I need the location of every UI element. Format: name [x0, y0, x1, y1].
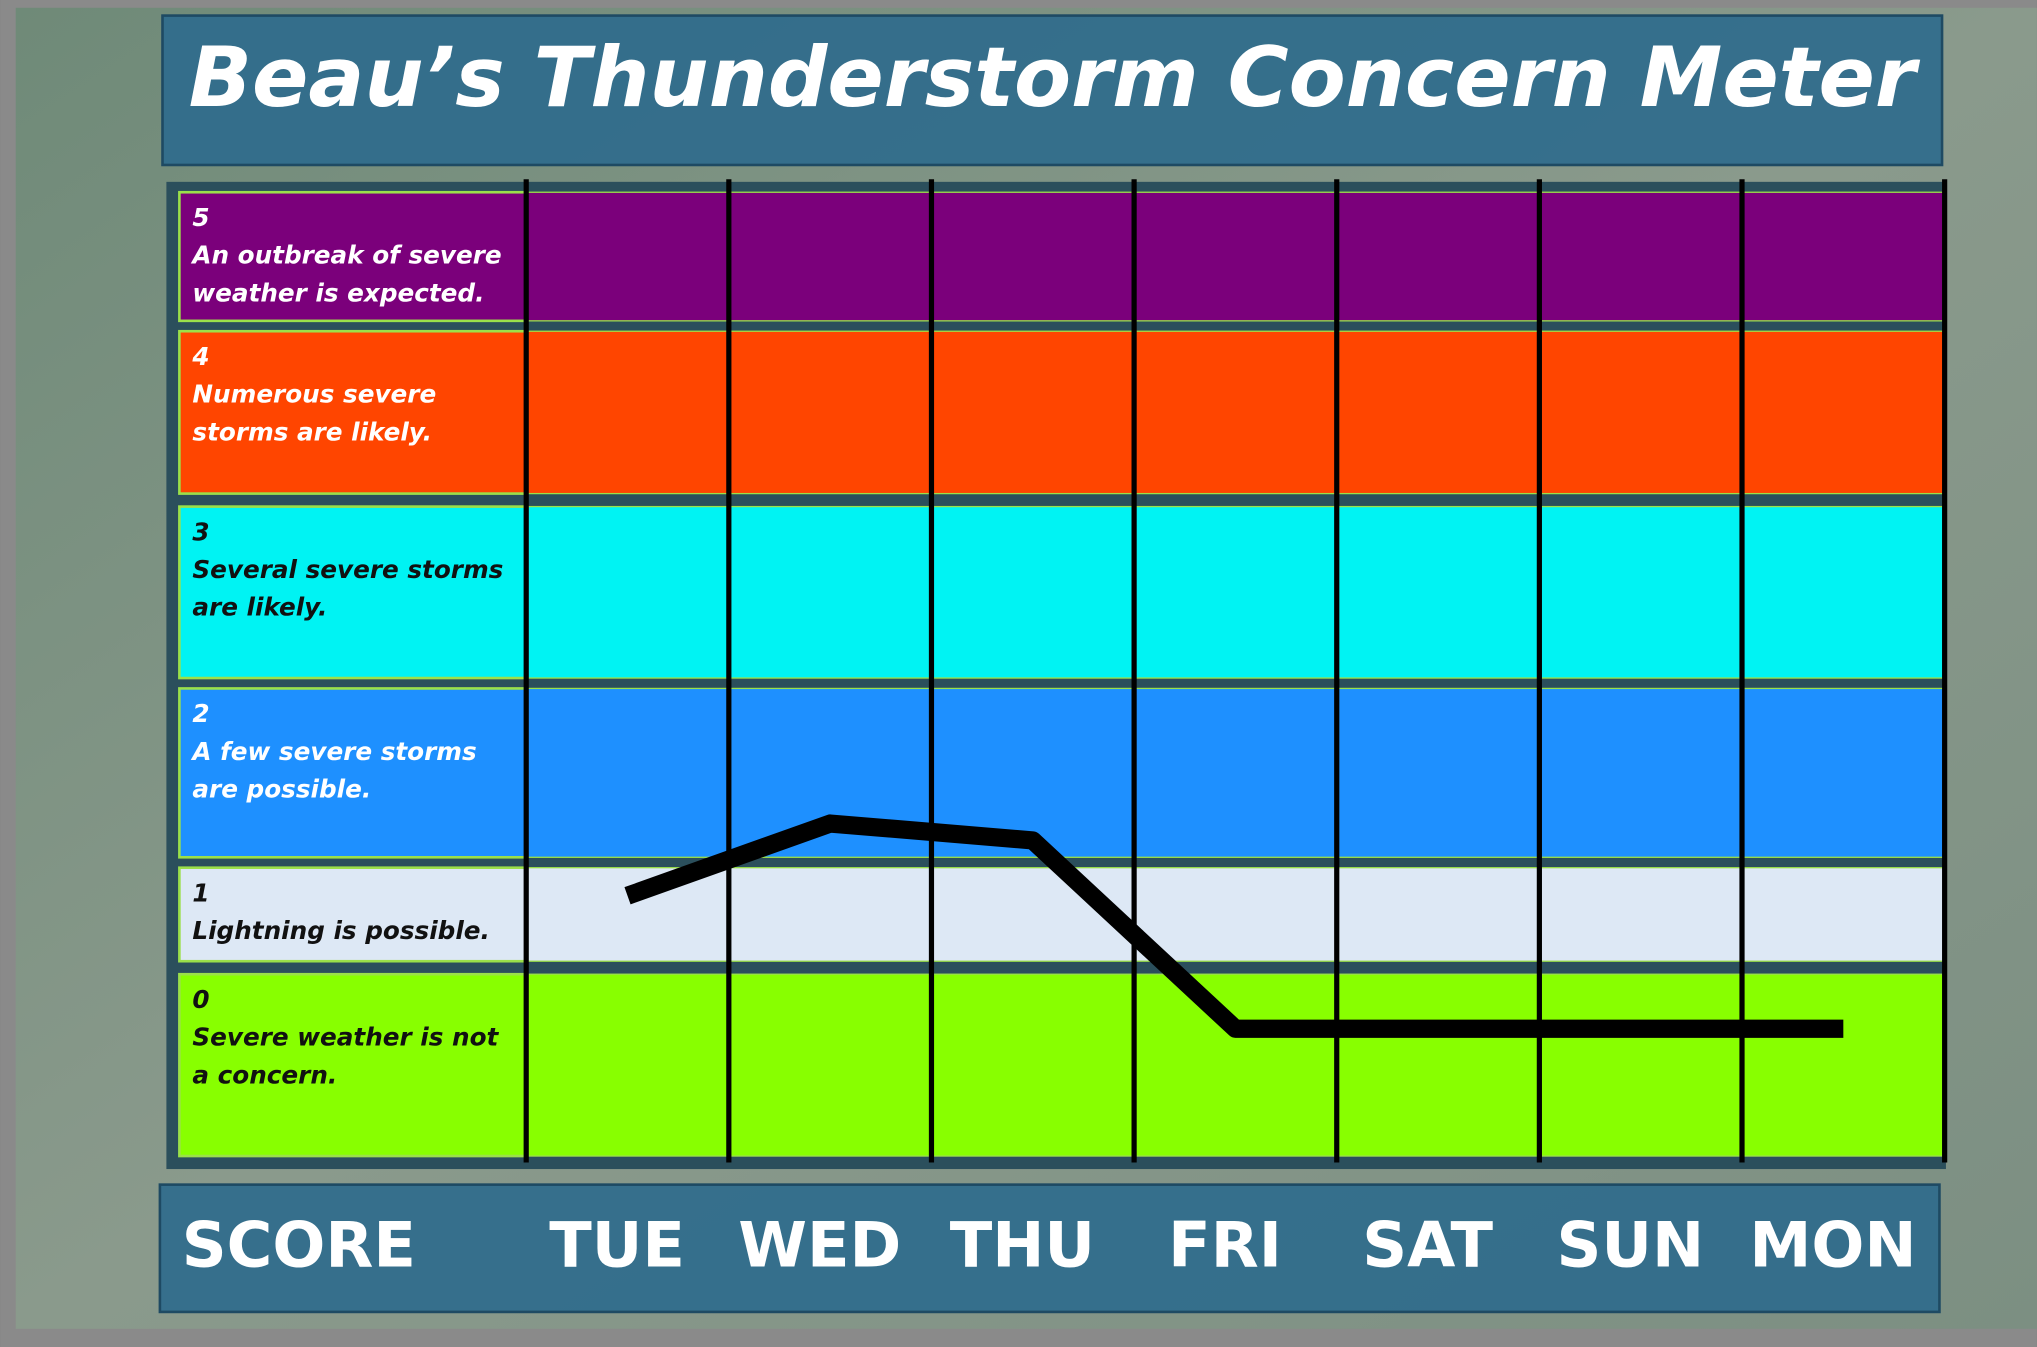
level-band — [525, 687, 1946, 858]
x-tick-label: WED — [738, 1209, 901, 1282]
level-band — [525, 330, 1946, 495]
level-label-box — [178, 972, 528, 1158]
level-text: 4 Numerous severe storms are likely. — [179, 331, 526, 460]
level-description: A few severe storms are possible. — [192, 737, 477, 805]
level-label: 3 Several severe storms are likely. — [179, 507, 526, 636]
level-score: 4 — [192, 342, 210, 372]
level-label: 1 Lightning is possible. — [179, 868, 526, 959]
level-label-box — [178, 687, 528, 859]
level-description: Several severe storms are likely. — [192, 555, 504, 623]
x-tick-label: SAT — [1362, 1209, 1493, 1282]
level-text: 0 Severe weather is not a concern. — [179, 974, 526, 1103]
level-label-box — [178, 505, 528, 680]
x-tick-label: TUE — [549, 1209, 685, 1282]
axis-banner — [158, 1183, 1941, 1314]
title-banner — [161, 14, 1944, 167]
level-label: 0 Severe weather is not a concern. — [179, 974, 526, 1103]
level-score: 5 — [192, 203, 210, 233]
level-text: 2 A few severe storms are possible. — [179, 688, 526, 817]
level-score: 1 — [192, 879, 210, 908]
level-band — [525, 973, 1946, 1157]
x-axis-label: SCORE — [182, 1209, 416, 1282]
level-band — [525, 505, 1946, 679]
level-score: 2 — [192, 700, 210, 729]
level-label: 4 Numerous severe storms are likely. — [179, 331, 526, 460]
level-label-box — [178, 329, 528, 495]
x-tick-label: MON — [1749, 1209, 1916, 1282]
level-text: 5 An outbreak of severe weather is expect… — [179, 192, 526, 321]
level-score: 3 — [192, 518, 210, 547]
level-label-box — [178, 190, 528, 323]
level-description: Lightning is possible. — [192, 917, 490, 946]
level-label: 5 An outbreak of severe weather is expect… — [179, 192, 526, 321]
level-text: 3 Several severe storms are likely. — [179, 507, 526, 636]
level-description: Severe weather is not a concern. — [192, 1023, 499, 1090]
level-label: 2 A few severe storms are possible. — [179, 688, 526, 817]
x-tick-label: SUN — [1556, 1209, 1704, 1282]
level-text: 1 Lightning is possible. — [179, 868, 526, 959]
level-band — [525, 191, 1946, 322]
level-description: An outbreak of severe weather is expecte… — [192, 241, 502, 308]
x-tick-label: THU — [950, 1209, 1095, 1282]
level-score: 0 — [192, 985, 210, 1015]
concern-line — [624, 814, 1844, 1038]
level-label-box — [178, 866, 528, 963]
x-tick-label: FRI — [1168, 1209, 1282, 1282]
chart-title: Beau’s Thunderstorm Concern Meter — [189, 29, 1921, 126]
level-band — [525, 867, 1946, 962]
level-description: Numerous severe storms are likely. — [192, 380, 437, 447]
